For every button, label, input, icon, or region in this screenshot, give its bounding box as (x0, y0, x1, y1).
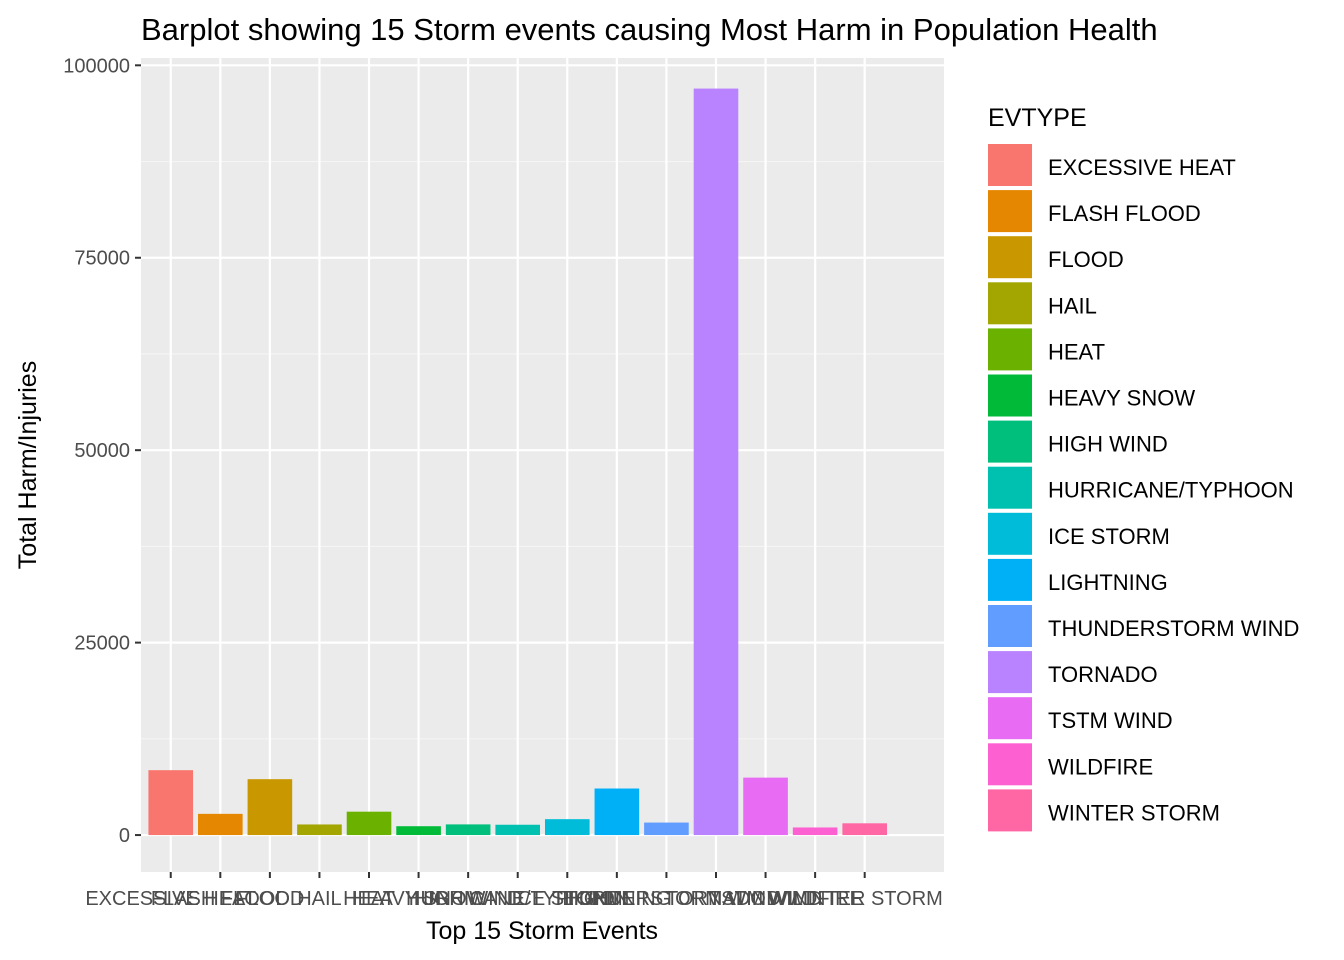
x-tick-label: WINTER STORM (787, 888, 943, 910)
x-axis-title: Top 15 Storm Events (426, 917, 658, 945)
x-tick-label: THUNDERSTORM WIND (552, 888, 781, 910)
legend: EVTYPE EXCESSIVE HEAT FLASH FLOOD FLOOD HAI… (988, 104, 1299, 832)
bar (842, 823, 887, 836)
x-tick-label: ICE STORM (512, 888, 623, 910)
x-tick-label: HURRICANE/TYPHOON (406, 888, 629, 910)
bar (792, 827, 838, 836)
x-tick-label: TSTM WIND (709, 888, 822, 910)
bar (396, 826, 441, 836)
y-tick-label: 75000 (74, 248, 130, 270)
bar (297, 824, 342, 836)
x-tick-label: FLASH FLOOD (151, 888, 290, 910)
bars (148, 88, 887, 836)
legend-key (988, 651, 1032, 694)
legend-key (988, 420, 1032, 463)
x-tick-label: TORNADO (666, 888, 766, 910)
chart-title: Barplot showing 15 Storm events causing … (141, 12, 1158, 47)
x-tick-label: WILDFIRE (767, 888, 863, 910)
bar (247, 779, 293, 836)
legend-key (988, 512, 1032, 555)
bar (693, 88, 739, 836)
legend-title: EVTYPE (988, 104, 1087, 132)
y-tick-label: 50000 (74, 440, 130, 462)
bar (544, 819, 590, 836)
gridlines (141, 58, 944, 872)
bar (198, 813, 243, 836)
legend-label: EXCESSIVE HEAT (1048, 155, 1236, 180)
legend-key (988, 697, 1032, 740)
bar (495, 824, 541, 836)
plot-panel (141, 58, 944, 872)
x-tick-label: HIGH WIND (414, 888, 523, 910)
legend-key (988, 328, 1032, 371)
x-tick-label: FLOOD (235, 888, 304, 910)
legend-key (988, 558, 1032, 601)
legend-label: ICE STORM (1048, 524, 1170, 549)
x-tick-label: LIGHTNING (562, 888, 671, 910)
legend-key (988, 282, 1032, 325)
y-tick-label: 100000 (63, 55, 130, 77)
legend-label: HAIL (1048, 293, 1097, 318)
legend-label: HIGH WIND (1048, 432, 1168, 457)
legend-key (988, 190, 1032, 233)
bar (743, 777, 788, 836)
legend-label: HEAVY SNOW (1048, 386, 1195, 411)
y-tick-label: 0 (119, 825, 130, 847)
legend-key (988, 789, 1032, 832)
bar (346, 811, 392, 836)
legend-label: LIGHTNING (1048, 570, 1168, 595)
legend-label: TSTM WIND (1048, 708, 1173, 733)
legend-label: WINTER STORM (1048, 800, 1220, 825)
x-tick-label: HEAT (343, 888, 395, 910)
legend-label: FLOOD (1048, 247, 1124, 272)
legend-label: WILDFIRE (1048, 754, 1153, 779)
legend-label: TORNADO (1048, 662, 1158, 687)
y-axis: 0 25000 50000 75000 100000 (63, 55, 141, 847)
legend-label: THUNDERSTORM WIND (1048, 616, 1299, 641)
legend-label: FLASH FLOOD (1048, 201, 1201, 226)
legend-label: HEAT (1048, 339, 1105, 364)
legend-key (988, 743, 1032, 786)
legend-key (988, 605, 1032, 647)
bar (644, 822, 689, 836)
x-tick-label: EXCESSIVE HEAT (85, 888, 256, 910)
x-tick-label: HEAVY SNOW (352, 888, 486, 910)
bar (594, 788, 640, 836)
legend-key (988, 236, 1032, 279)
legend-key (988, 374, 1032, 417)
legend-key (988, 466, 1032, 509)
legend-items: EXCESSIVE HEAT FLASH FLOOD FLOOD HAIL HEAT HE… (988, 144, 1299, 832)
y-tick-label: 25000 (74, 633, 130, 655)
x-tick-label: HAIL (297, 888, 341, 910)
y-axis-title: Total Harm/Injuries (14, 361, 42, 569)
legend-label: HURRICANE/TYPHOON (1048, 478, 1294, 503)
bar (445, 824, 491, 836)
bar (148, 770, 194, 836)
legend-key (988, 144, 1032, 186)
